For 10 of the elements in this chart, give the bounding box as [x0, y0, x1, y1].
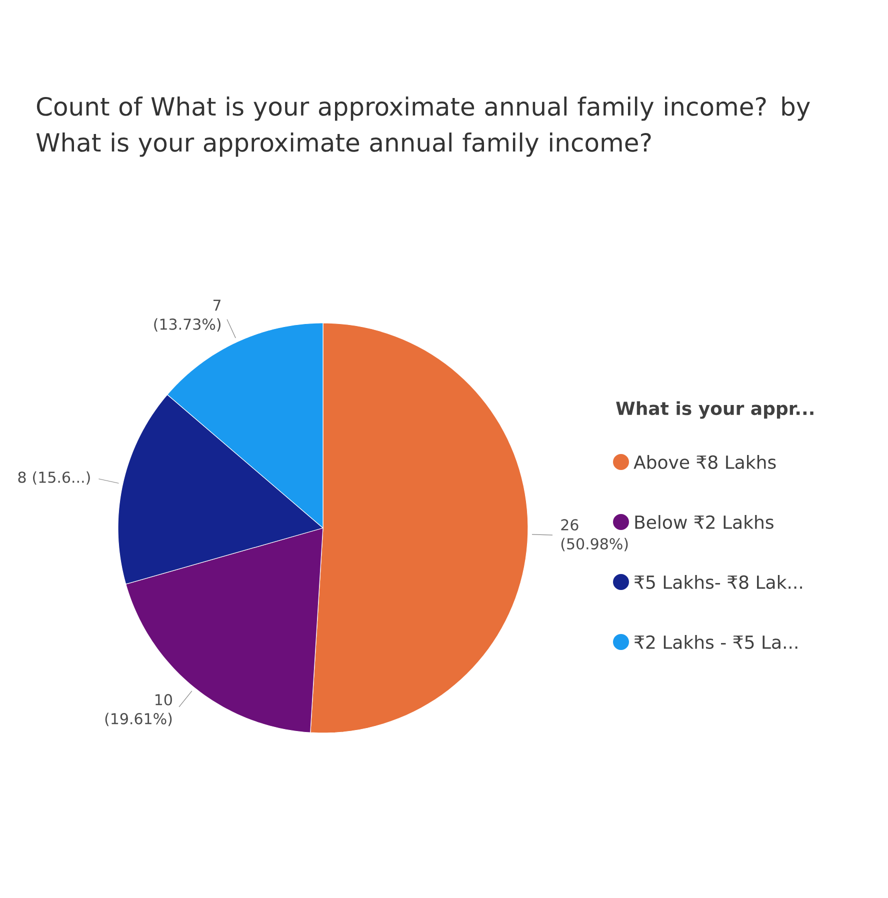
data-label: 7 (13.73%)	[154, 300, 221, 332]
legend-label: Above ₹8 Lakhs	[634, 455, 776, 469]
data-label: 8 (15.6...)	[18, 471, 90, 485]
data-label: 26 (50.98%)	[561, 519, 628, 552]
legend-label: Below ₹2 Lakhs	[635, 515, 774, 529]
legend-label: ₹2 Lakhs - ₹5 La...	[634, 635, 798, 649]
chart-title: Count of What is your approximate annual family income? by What is your approximate annual family income?	[36, 96, 810, 157]
legend-label: ₹5 Lakhs- ₹8 Lak...	[634, 575, 802, 589]
data-label: 10 (19.61%)	[105, 694, 172, 726]
legend-title: What is your appr...	[616, 401, 814, 419]
